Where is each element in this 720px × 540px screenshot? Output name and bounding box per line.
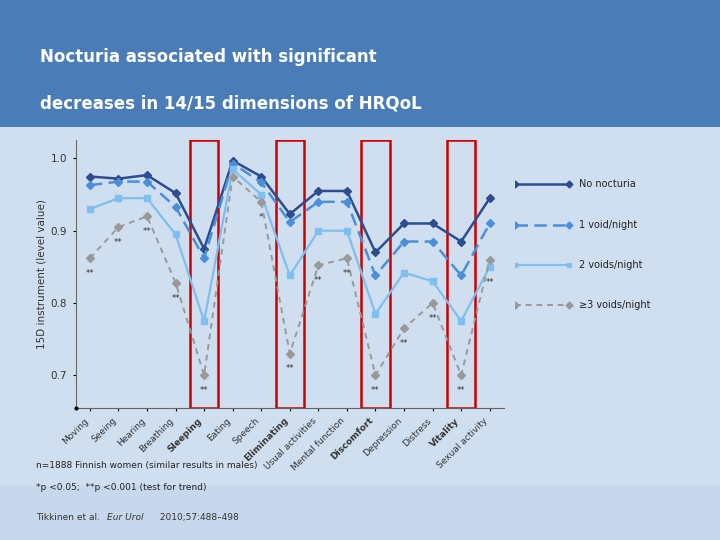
- Text: 1 void/night: 1 void/night: [579, 220, 637, 229]
- Text: **: **: [485, 278, 494, 287]
- Text: **: **: [286, 364, 294, 373]
- Bar: [276, 140, 304, 408]
- Text: **: **: [400, 339, 408, 348]
- Text: **: **: [428, 314, 437, 323]
- Text: Nocturia associated with significant: Nocturia associated with significant: [40, 48, 377, 66]
- Bar: [190, 140, 218, 408]
- Text: decreases in 14/15 dimensions of HRQoL: decreases in 14/15 dimensions of HRQoL: [40, 94, 421, 113]
- Text: **: **: [372, 386, 379, 395]
- Text: 2 voids/night: 2 voids/night: [579, 260, 642, 270]
- Text: **: **: [143, 227, 151, 236]
- Bar: [0, 0, 720, 127]
- Text: 2010;57:488–498: 2010;57:488–498: [157, 513, 239, 522]
- Text: **: **: [314, 276, 323, 285]
- Text: *p <0.05;  **p <0.001 (test for trend): *p <0.05; **p <0.001 (test for trend): [36, 483, 207, 491]
- Text: **: **: [457, 386, 465, 395]
- Text: **: **: [114, 238, 122, 247]
- Text: **: **: [343, 269, 351, 278]
- Text: **: **: [86, 269, 94, 278]
- Text: **: **: [200, 386, 208, 395]
- Text: **: **: [171, 294, 180, 302]
- Text: Eur Urol: Eur Urol: [107, 513, 143, 522]
- Text: Tikkinen et al.: Tikkinen et al.: [36, 513, 103, 522]
- Text: ≥3 voids/night: ≥3 voids/night: [579, 300, 650, 310]
- Bar: [447, 140, 475, 408]
- Bar: [0, 486, 720, 540]
- Text: No nocturia: No nocturia: [579, 179, 636, 189]
- Y-axis label: 15D instrument (level value): 15D instrument (level value): [37, 199, 47, 349]
- Bar: [361, 140, 390, 408]
- Text: n=1888 Finnish women (similar results in males): n=1888 Finnish women (similar results in…: [36, 461, 258, 470]
- Text: *: *: [259, 213, 264, 221]
